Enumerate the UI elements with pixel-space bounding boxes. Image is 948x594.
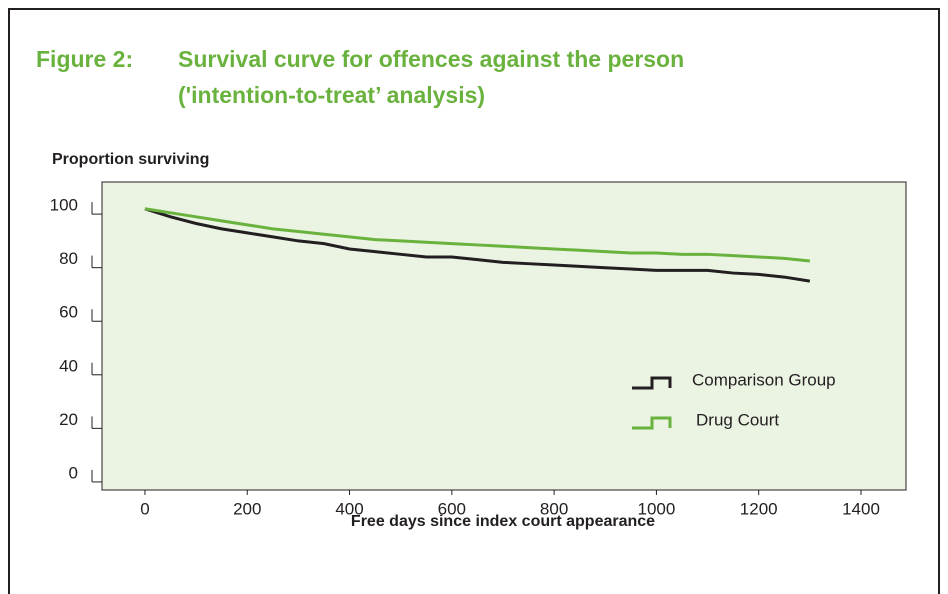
y-axis-label: Proportion surviving [52,151,209,168]
y-tick-label: 80 [59,249,78,268]
legend-swatch [632,416,672,430]
y-tick-label: 0 [69,463,78,482]
figure-label: Figure 2: [36,46,133,72]
x-tick-label: 1200 [740,499,778,518]
y-tick-label: 40 [59,356,78,375]
legend-label: Comparison Group [692,370,836,389]
legend-label: Drug Court [696,410,779,429]
chart-title: Survival curve for offences against the … [178,46,684,72]
x-axis-label: Free days since index court appearance [351,513,655,530]
x-tick-label: 600 [438,499,466,518]
x-tick-label: 200 [233,499,261,518]
survival-line [144,207,811,263]
plot-area [101,181,907,491]
chart-title: ('intention-to-treat’ analysis) [178,82,485,108]
x-tick-label: 400 [335,499,363,518]
y-tick-label: 20 [59,410,78,429]
frame [8,8,940,594]
y-tick-label: 100 [50,196,78,215]
x-tick-label: 800 [540,499,568,518]
x-tick-label: 1000 [637,499,675,518]
x-tick-label: 0 [140,499,149,518]
survival-line [144,207,811,283]
y-tick-label: 60 [59,303,78,322]
legend-swatch [632,376,672,390]
x-tick-label: 1400 [842,499,880,518]
